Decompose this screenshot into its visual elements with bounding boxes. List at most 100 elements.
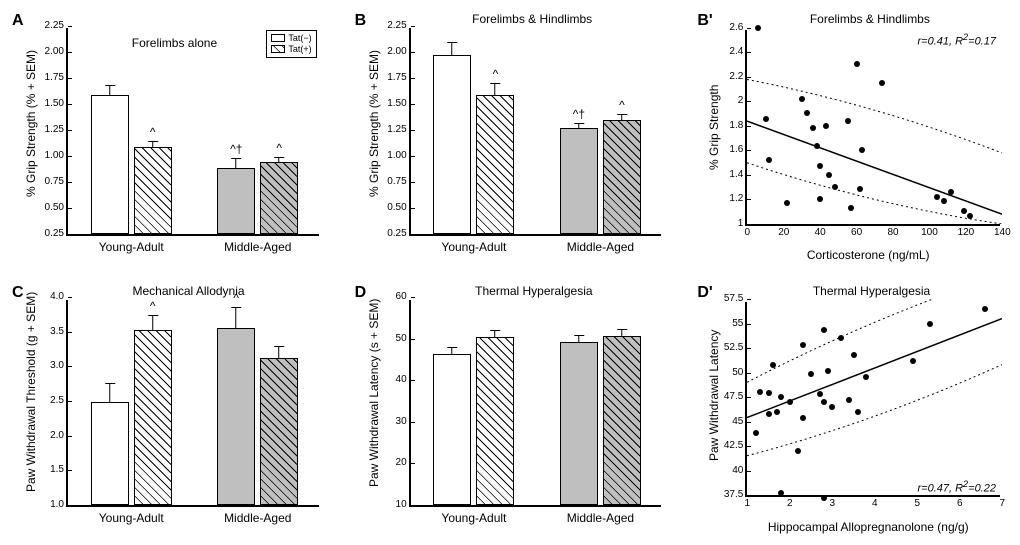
y-axis-label: Paw Withdrawal Threshold (g + SEM) [24,292,38,492]
scatter-point [821,495,827,501]
scatter-point [814,143,820,149]
panel-a: A0.250.500.751.001.251.501.752.002.25^^†… [10,10,325,264]
y-tick: 4.0 [50,292,68,302]
scatter-point [778,490,784,496]
y-tick: 57.5 [724,294,747,304]
scatter-point [817,391,823,397]
bar [260,358,298,505]
error-bar [109,383,110,402]
error-bar [495,330,496,337]
y-tick: 1.2 [729,194,747,204]
panel-d-prime: D' 37.54042.54547.55052.55557.51234567 Paw… [695,282,1010,536]
bar [134,147,172,233]
bar [134,330,172,505]
y-tick: 10 [396,500,411,510]
scatter-point [795,448,801,454]
scatter-point [808,371,814,377]
y-tick: 0.75 [45,177,68,187]
y-tick: 2.2 [729,72,747,82]
scatter-point [826,172,832,178]
scatter-point [859,147,865,153]
y-tick: 1.75 [45,73,68,83]
x-tick: 120 [958,224,975,238]
y-tick: 2.25 [45,21,68,31]
scatter-point [810,125,816,131]
scatter-point [832,184,838,190]
bar [433,55,471,234]
scatter-point [857,186,863,192]
y-tick: 20 [396,458,411,468]
y-tick: 30 [396,417,411,427]
y-tick: 1.25 [387,125,410,135]
error-bar [495,83,496,95]
panel-letter: B' [697,12,712,30]
y-tick: 0.25 [45,229,68,239]
y-tick: 0.50 [387,203,410,213]
bar [260,162,298,234]
y-tick: 52.5 [724,343,747,353]
x-tick: 0 [745,224,751,238]
x-tick: 5 [915,495,921,509]
x-axis-label: Hippocampal Allopregnanolone (ng/g) [768,520,969,534]
y-tick: 2.4 [729,47,747,57]
scatter-point [787,399,793,405]
y-axis-label: % Grip Strength (% + SEM) [367,50,381,197]
scatter-point [800,342,806,348]
y-tick: 1.5 [50,465,68,475]
x-tick: 6 [957,495,963,509]
x-tick: 7 [1000,495,1006,509]
y-tick: 47.5 [724,392,747,402]
legend-row-pos: Tat(+) [271,44,311,55]
scatter-point [927,321,933,327]
x-tick: 4 [872,495,878,509]
y-tick: 2 [738,96,748,106]
y-tick: 55 [732,319,747,329]
x-tick: 2 [787,495,793,509]
panel-b: B0.250.500.751.001.251.501.752.002.25^^†… [353,10,668,264]
error-bar [621,329,622,335]
scatter-point [879,80,885,86]
error-bar [452,42,453,54]
x-category-label: Middle-Aged [567,234,634,254]
y-tick: 1.8 [729,121,747,131]
bar [603,120,641,233]
y-tick: 1.50 [387,99,410,109]
scatter-point [757,389,763,395]
scatter-point [763,116,769,122]
x-tick: 80 [887,224,898,238]
y-tick: 1.25 [45,125,68,135]
y-axis-label: Paw Withdrawal Latency [707,330,721,461]
stats-text: r=0.47, R2=0.22 [917,479,996,495]
x-category-label: Middle-Aged [567,505,634,525]
panel-letter: D [355,284,367,302]
y-tick: 1.75 [387,73,410,83]
x-category-label: Young-Adult [441,234,506,254]
plot-area: 0.250.500.751.001.251.501.752.002.25^^†^… [66,28,319,236]
scatter-point [845,118,851,124]
plot-area: 37.54042.54547.55052.55557.51234567 [745,302,1000,498]
y-tick: 2.00 [45,47,68,57]
y-tick: 2.6 [729,23,747,33]
scatter-point [823,123,829,129]
scatter-point [774,409,780,415]
panel-d: D102030405060Young-AdultMiddle-AgedPaw W… [353,282,668,536]
panel-letter: D' [697,284,712,302]
scatter-point [838,335,844,341]
panel-title: Thermal Hyperalgesia [475,284,592,298]
scatter-point [910,358,916,364]
scatter-point [821,327,827,333]
x-category-label: Young-Adult [441,505,506,525]
error-bar [152,141,153,147]
figure-grid: A0.250.500.751.001.251.501.752.002.25^^†… [10,10,1010,535]
scatter-point [766,157,772,163]
error-bar [152,315,153,330]
x-category-label: Middle-Aged [224,234,291,254]
scatter-point [817,196,823,202]
bar [433,354,471,505]
panel-letter: A [12,12,24,30]
scatter-point [766,390,772,396]
scatter-point [753,430,759,436]
significance-marker: ^ [150,125,156,139]
significance-marker: ^† [230,142,242,156]
bar [476,95,514,233]
